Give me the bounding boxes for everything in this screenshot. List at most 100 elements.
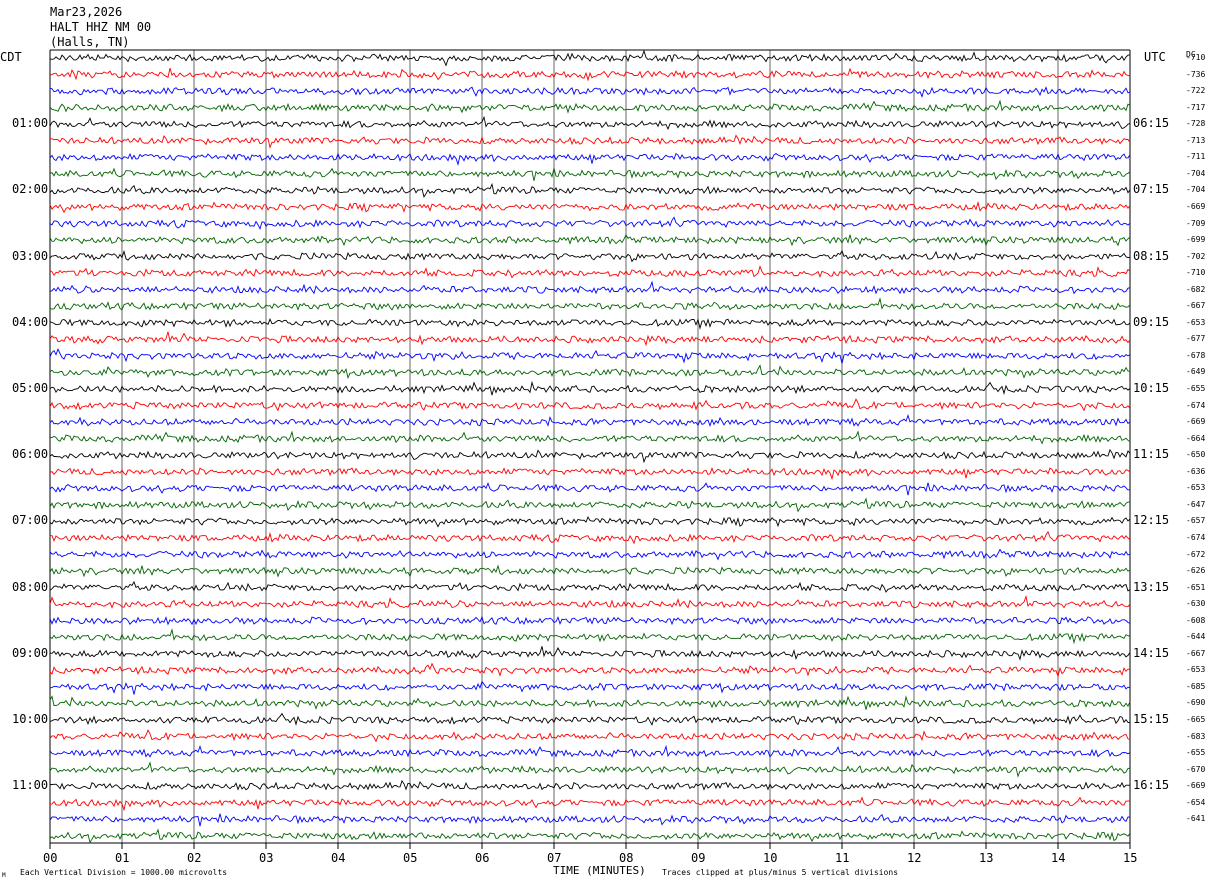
trace-line-3 [49, 86, 1131, 98]
dc-offset-value: -655 [1186, 748, 1206, 758]
dc-offset-value: -669 [1186, 417, 1206, 427]
dc-offset-value: -626 [1186, 566, 1206, 576]
x-tick-label: 14 [1051, 851, 1066, 865]
dc-offset-value: -650 [1186, 450, 1206, 460]
trace-line-7 [49, 152, 1131, 166]
trace-line-41 [49, 712, 1131, 726]
trace-line-40 [49, 695, 1131, 710]
trace-line-28 [49, 497, 1130, 513]
dc-offset-value: -736 [1186, 69, 1206, 79]
trace-line-39 [49, 680, 1131, 695]
dc-offset-value: -670 [1186, 764, 1206, 774]
dc-offset-value: -713 [1186, 135, 1206, 145]
scale-note: Each Vertical Division = 1000.00 microvo… [20, 868, 228, 877]
trace-line-37 [49, 646, 1131, 661]
dc-offset-value: -630 [1186, 599, 1206, 609]
dc-offset-value: -678 [1186, 350, 1206, 360]
trace-line-12 [49, 234, 1131, 247]
right-time-label: 06:15 [1133, 116, 1170, 131]
dc-offset-value: -667 [1186, 648, 1206, 658]
dc-offset-value: -702 [1186, 251, 1206, 261]
trace-line-43 [49, 744, 1131, 758]
trace-line-44 [49, 761, 1131, 778]
x-tick-label: 05 [403, 851, 418, 865]
grid-lines [49, 49, 1131, 844]
dc-offset-value: -651 [1186, 582, 1206, 592]
station-code: HALT HHZ NM 00 [50, 20, 152, 34]
trace-line-4 [49, 99, 1131, 114]
trace-line-8 [49, 167, 1131, 181]
dc-offset-value: -717 [1186, 102, 1206, 112]
x-tick-label: 03 [259, 851, 274, 865]
trace-line-42 [49, 729, 1131, 743]
trace-line-26 [49, 467, 1131, 481]
left-time-label: 10:00 [12, 712, 49, 726]
dc-offset-value: -704 [1186, 185, 1206, 195]
trace-line-15 [49, 280, 1131, 295]
dc-offset-value: -644 [1186, 632, 1206, 642]
trace-line-35 [49, 615, 1131, 626]
trace-line-21 [49, 380, 1131, 396]
dc-offset-value: -677 [1186, 334, 1206, 344]
trace-line-20 [49, 364, 1131, 380]
x-tick-label: 02 [187, 851, 202, 865]
dc-offset-value: -704 [1186, 168, 1206, 178]
dc-offset-value: -710 [1186, 268, 1206, 278]
left-time-label: 09:00 [12, 645, 49, 660]
trace-line-16 [49, 297, 1131, 311]
left-time-label: 06:00 [12, 447, 49, 462]
left-time-label: 05:00 [12, 381, 49, 395]
dc-offset-value: -653 [1186, 317, 1206, 327]
dc-offset-value: -669 [1186, 201, 1206, 211]
dc-offset-value: -682 [1186, 284, 1206, 294]
x-tick-label: 09 [691, 851, 706, 865]
trace-line-27 [49, 482, 1131, 496]
dc-offset-value: -647 [1186, 499, 1206, 509]
x-tick-label: 12 [907, 851, 922, 865]
trace-line-47 [49, 813, 1131, 827]
corner-mark: M [2, 872, 6, 879]
right-time-label: 12:15 [1133, 513, 1170, 528]
x-tick-label: 08 [619, 851, 634, 865]
trace-line-5 [49, 115, 1131, 131]
trace-line-10 [49, 200, 1131, 214]
x-tick-label: 13 [979, 851, 994, 865]
trace-line-48 [49, 828, 1131, 844]
dc-offset-value: -653 [1186, 483, 1206, 493]
trace-line-14 [49, 265, 1131, 279]
trace-line-34 [49, 594, 1131, 609]
trace-line-13 [49, 249, 1131, 263]
dc-offset-value: -683 [1186, 731, 1206, 741]
trace-line-9 [49, 182, 1131, 199]
dc-offset-value: -709 [1186, 218, 1206, 228]
trace-line-6 [50, 134, 1131, 149]
dc-offset-value: -608 [1186, 615, 1206, 625]
dc-offset-value: -655 [1186, 384, 1206, 393]
trace-line-29 [49, 515, 1131, 528]
trace-line-24 [49, 430, 1131, 445]
dc-offset-value: -636 [1186, 466, 1206, 476]
left-time-label: 07:00 [12, 513, 49, 528]
dc-offset-value: -649 [1186, 367, 1206, 377]
right-time-label: 11:15 [1133, 447, 1170, 462]
dc-offset-header: DC [1186, 50, 1196, 59]
trace-line-23 [49, 413, 1131, 427]
trace-line-30 [49, 530, 1131, 545]
x-tick-label: 10 [763, 851, 778, 865]
dc-offset-value: -710 [1186, 53, 1206, 62]
trace-line-1 [49, 49, 1131, 67]
x-tick-label: 07 [547, 851, 562, 865]
station-location: (Halls, TN) [50, 35, 130, 49]
seismic-traces [49, 49, 1131, 844]
right-time-label: 15:15 [1133, 712, 1170, 726]
dc-offset-value: -711 [1186, 152, 1206, 162]
x-tick-label: 11 [835, 851, 850, 865]
left-time-label: 08:00 [12, 579, 49, 594]
dc-offset-value: -674 [1186, 400, 1206, 410]
trace-line-22 [49, 398, 1131, 412]
x-tick-label: 01 [115, 851, 130, 865]
dc-offset-value: -653 [1186, 665, 1206, 675]
dc-offset-value: -672 [1186, 549, 1206, 559]
dc-offset-value: -667 [1186, 301, 1206, 311]
trace-line-45 [49, 779, 1131, 791]
